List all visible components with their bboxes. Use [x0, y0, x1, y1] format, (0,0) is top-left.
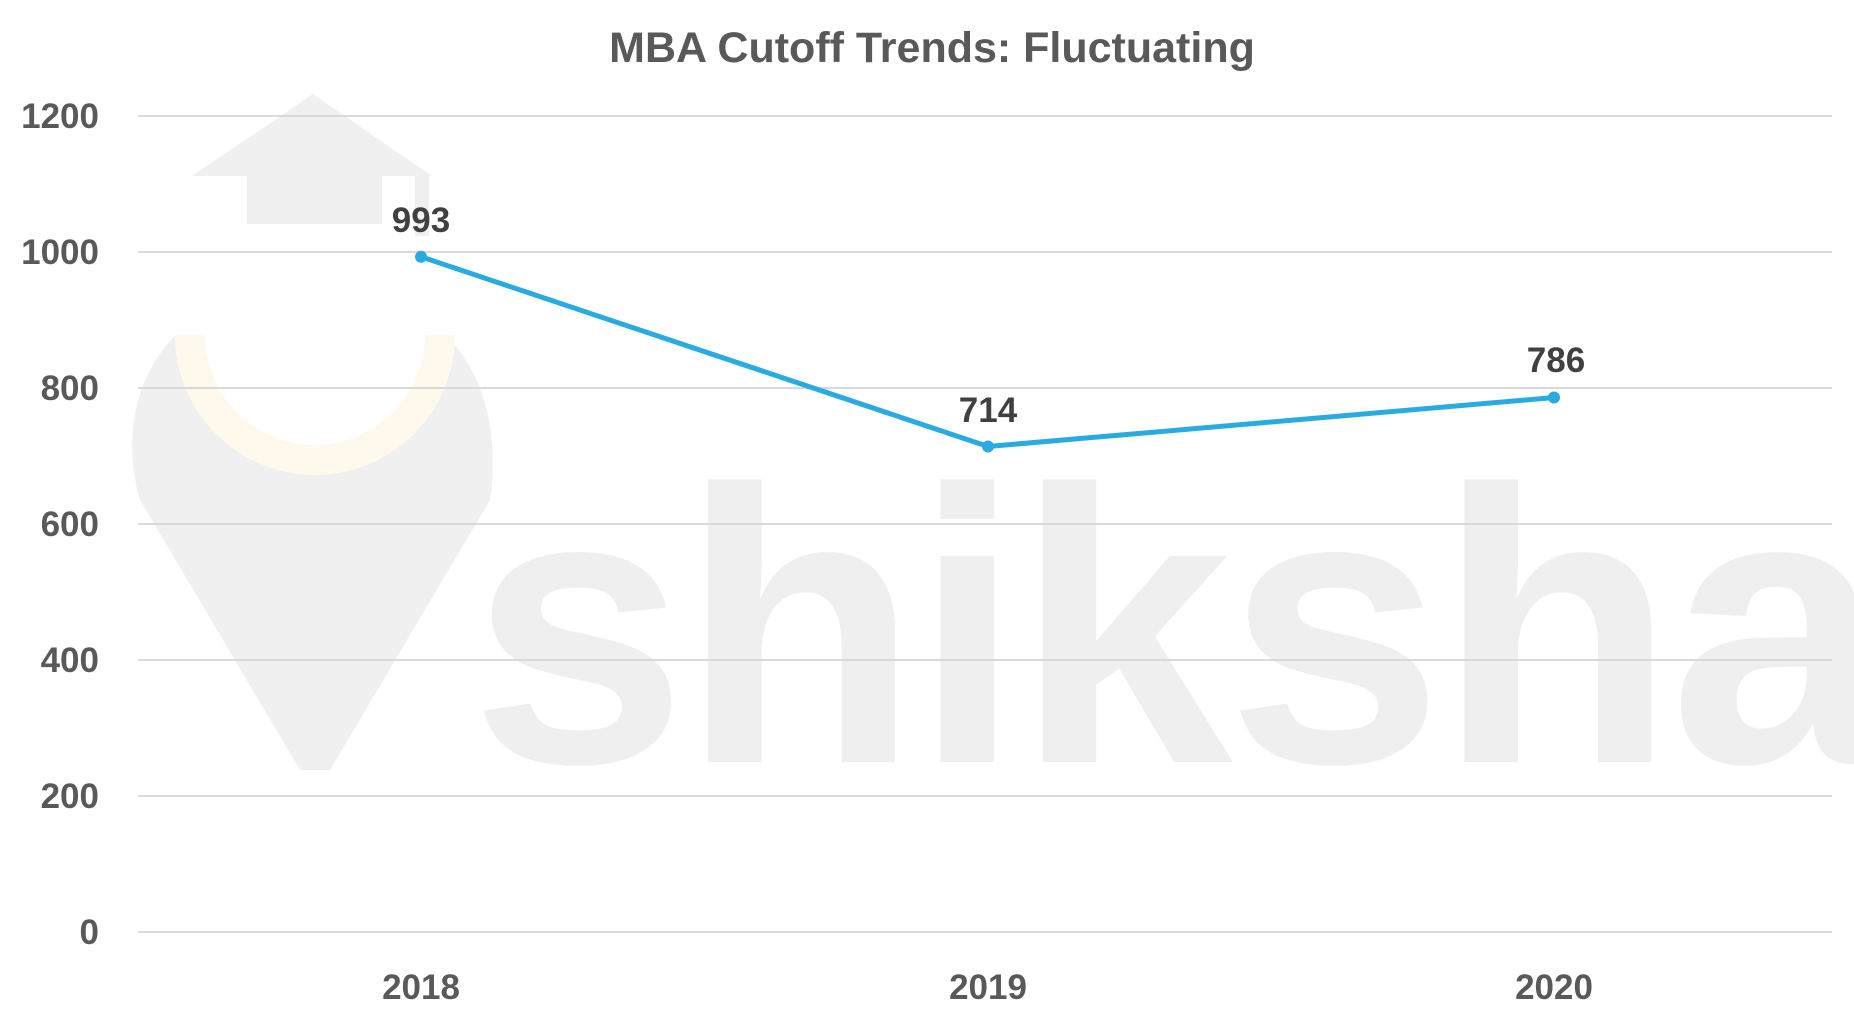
data-label: 993 [392, 201, 450, 240]
data-point-marker [1548, 391, 1560, 404]
series-mba-cutoff [415, 250, 1560, 453]
data-point-marker [415, 250, 427, 263]
chart-title: MBA Cutoff Trends: Fluctuating [609, 24, 1255, 72]
data-label: 786 [1527, 341, 1585, 380]
y-tick-label: 1000 [21, 233, 99, 272]
x-tick-label: 2020 [1515, 968, 1593, 1007]
gridlines [138, 115, 1832, 933]
x-tick-label: 2019 [949, 968, 1027, 1007]
watermark-text: shiksha [470, 409, 1854, 845]
watermark-logo: shiksha [132, 94, 1854, 845]
y-tick-label: 400 [41, 641, 99, 680]
graduation-cap-logo-icon [132, 94, 493, 770]
data-labels: 993 714 786 [392, 201, 1585, 430]
y-tick-label: 800 [41, 369, 99, 408]
data-point-marker [982, 440, 994, 453]
y-tick-label: 1200 [21, 97, 99, 136]
x-axis: 2018 2019 2020 [382, 968, 1593, 1007]
x-tick-label: 2018 [382, 968, 460, 1007]
y-tick-label: 200 [41, 777, 99, 816]
data-label: 714 [959, 391, 1018, 430]
y-tick-label: 0 [80, 913, 99, 952]
y-tick-label: 600 [41, 505, 99, 544]
y-axis: 1200 1000 800 600 400 200 0 [21, 97, 99, 952]
